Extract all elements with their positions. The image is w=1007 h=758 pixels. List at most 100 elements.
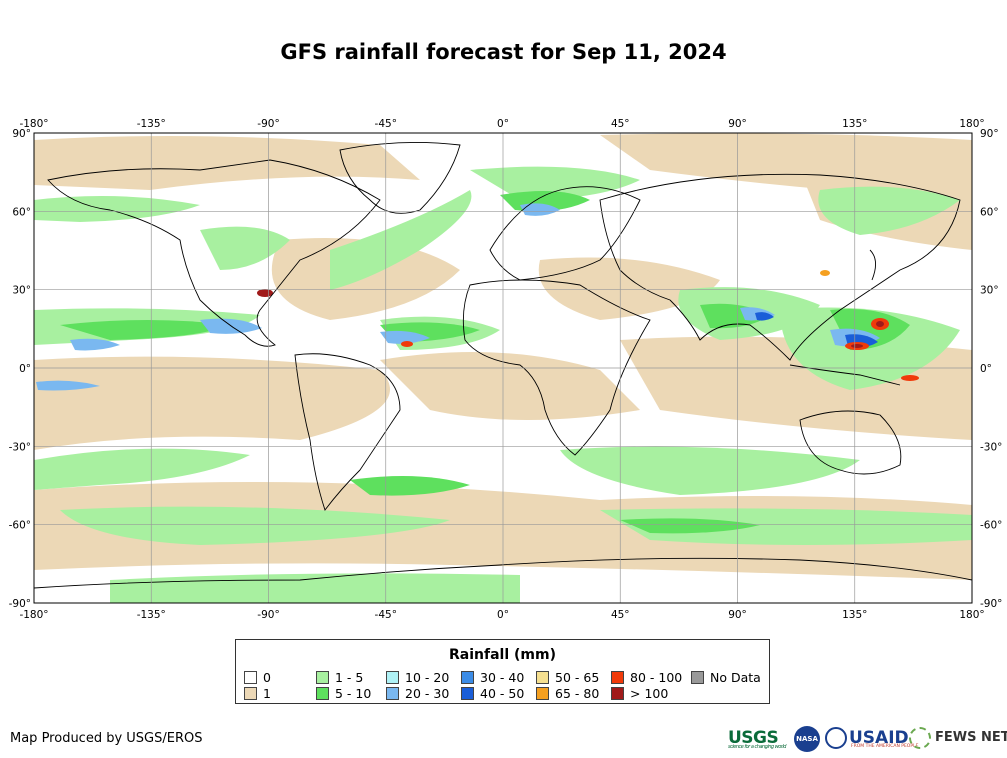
legend-swatch xyxy=(691,671,704,684)
legend-label: > 100 xyxy=(630,686,669,701)
legend-item: > 100 xyxy=(611,687,668,701)
fews-net-logo: FEWS NET xyxy=(935,730,1007,745)
legend-label: 10 - 20 xyxy=(405,670,450,685)
legend-swatch xyxy=(316,687,329,700)
rain-heavy-cores xyxy=(257,270,919,381)
legend-swatch xyxy=(536,687,549,700)
lat-tick-label-right: -90° xyxy=(980,598,1002,610)
legend-swatch xyxy=(386,687,399,700)
lon-tick-label-bottom: -135° xyxy=(137,609,166,621)
greenland-outline xyxy=(339,141,461,214)
lon-tick-label-bottom: -45° xyxy=(375,609,397,621)
legend-label: 80 - 100 xyxy=(630,670,683,685)
legend-label: 1 - 5 xyxy=(335,670,364,685)
south-america-outline xyxy=(294,353,401,511)
lon-tick-label-bottom: -90° xyxy=(257,609,279,621)
lon-tick-label-bottom: 135° xyxy=(842,609,867,621)
lon-tick-label-top: -90° xyxy=(257,118,279,130)
legend-item: 65 - 80 xyxy=(536,687,599,701)
usaid-seal-icon xyxy=(825,727,847,749)
lon-tick-label-top: -135° xyxy=(137,118,166,130)
antarctica-outline xyxy=(34,557,972,603)
legend-item: 1 xyxy=(244,687,271,701)
lat-tick-label-left: -60° xyxy=(9,520,31,532)
usaid-logo: USAID FROM THE AMERICAN PEOPLE xyxy=(849,724,918,754)
lon-tick-label-top: 90° xyxy=(728,118,747,130)
legend-item: 5 - 10 xyxy=(316,687,371,701)
legend-label: 65 - 80 xyxy=(555,686,600,701)
usgs-tagline: science for a changing world xyxy=(728,744,786,750)
axis-ticks: -180° -180° -135° -135° -90° -90° -45° -45° 0° 0°… xyxy=(9,118,1003,621)
legend-label: 50 - 65 xyxy=(555,670,600,685)
legend-label: 5 - 10 xyxy=(335,686,372,701)
lon-tick-label-bottom: -180° xyxy=(19,609,48,621)
lat-tick-label-left: 30° xyxy=(12,285,31,297)
nasa-logo: NASA xyxy=(794,726,820,752)
legend-label: 20 - 30 xyxy=(405,686,450,701)
lon-tick-label-top: -180° xyxy=(19,118,48,130)
map-frame xyxy=(33,132,973,604)
legend-swatch xyxy=(611,687,624,700)
lat-tick-label-right: 60° xyxy=(980,206,999,218)
legend-swatch xyxy=(316,671,329,684)
lat-tick-label-left: -90° xyxy=(9,598,31,610)
lon-tick-label-top: -45° xyxy=(375,118,397,130)
lat-tick-label-left: 60° xyxy=(12,206,31,218)
lat-tick-label-left: 90° xyxy=(12,128,31,140)
lon-tick-label-bottom: 45° xyxy=(611,609,630,621)
fews-net-icon xyxy=(909,727,931,749)
lat-tick-label-right: 30° xyxy=(980,285,999,297)
legend-item: 40 - 50 xyxy=(461,687,524,701)
japan-outline xyxy=(869,249,876,281)
lat-tick-label-right: -30° xyxy=(980,441,1002,453)
map-area: -180° -180° -135° -135° -90° -90° -45° -45° 0° 0°… xyxy=(0,110,1007,630)
legend-label: No Data xyxy=(710,670,761,685)
legend-item: 20 - 30 xyxy=(386,687,449,701)
lat-tick-label-right: 0° xyxy=(980,363,992,375)
australia-outline xyxy=(799,410,902,475)
lon-tick-label-top: 180° xyxy=(959,118,984,130)
legend-swatch xyxy=(244,671,257,684)
lon-tick-label-top: 45° xyxy=(611,118,630,130)
rainfall-map: -180° -180° -135° -135° -90° -90° -45° -45° 0° 0°… xyxy=(9,118,1003,621)
legend-label: 40 - 50 xyxy=(480,686,525,701)
lon-tick-label-bottom: 0° xyxy=(497,609,509,621)
legend-swatch xyxy=(386,671,399,684)
legend-label: 0 xyxy=(263,670,271,685)
lat-tick-label-right: -60° xyxy=(980,520,1002,532)
coastlines xyxy=(34,141,972,603)
lon-tick-label-top: 135° xyxy=(842,118,867,130)
partner-logos: USGS science for a changing world NASA U… xyxy=(728,724,1007,754)
legend-swatch xyxy=(461,687,474,700)
lat-tick-label-left: -30° xyxy=(9,441,31,453)
legend-item: 0 xyxy=(244,671,271,685)
asia-outline xyxy=(599,173,961,361)
lat-tick-label-left: 0° xyxy=(19,363,31,375)
legend-item: 1 - 5 xyxy=(316,671,363,685)
legend-item: 30 - 40 xyxy=(461,671,524,685)
lon-tick-label-top: 0° xyxy=(497,118,509,130)
legend-swatch xyxy=(611,671,624,684)
map-credit: Map Produced by USGS/EROS xyxy=(10,731,203,746)
map-title: GFS rainfall forecast for Sep 11, 2024 xyxy=(280,40,727,64)
lon-tick-label-bottom: 180° xyxy=(959,609,984,621)
legend-swatch xyxy=(461,671,474,684)
usgs-logo: USGS science for a changing world xyxy=(728,724,786,754)
legend-label: 30 - 40 xyxy=(480,670,525,685)
lat-tick-label-right: 90° xyxy=(980,128,999,140)
usaid-tagline: FROM THE AMERICAN PEOPLE xyxy=(851,744,919,749)
usaid-logo-text: USAID xyxy=(849,728,909,748)
usgs-logo-text: USGS xyxy=(728,728,779,748)
legend-item: No Data xyxy=(691,671,761,685)
legend-label: 1 xyxy=(263,686,271,701)
graticule xyxy=(34,133,972,603)
legend-item: 10 - 20 xyxy=(386,671,449,685)
legend-item: 80 - 100 xyxy=(611,671,682,685)
north-america-outline xyxy=(47,159,381,347)
legend-swatch xyxy=(536,671,549,684)
legend-title: Rainfall (mm) xyxy=(449,647,556,663)
legend-swatch xyxy=(244,687,257,700)
lon-tick-label-bottom: 90° xyxy=(728,609,747,621)
legend-item: 50 - 65 xyxy=(536,671,599,685)
